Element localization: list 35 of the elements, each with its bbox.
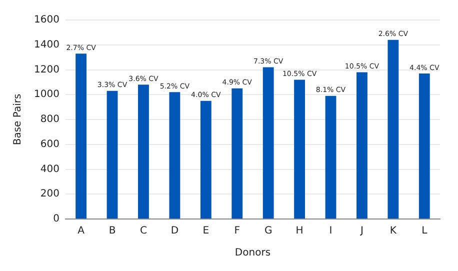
bar (356, 72, 368, 218)
bar (388, 40, 399, 218)
bar (76, 54, 87, 218)
bar (232, 88, 243, 218)
y-tick-label: 1400 (34, 39, 60, 50)
x-tick-label: C (140, 226, 147, 237)
y-tick-label: 0 (53, 214, 60, 225)
x-tick-label: E (202, 226, 210, 237)
y-tick-label: 1200 (34, 64, 60, 76)
y-axis-title: Base Pairs (12, 94, 24, 146)
x-axis-title: Donors (234, 248, 271, 259)
y-tick-label: 200 (40, 188, 60, 200)
bar (106, 90, 118, 218)
y-tick-label: 1000 (34, 89, 60, 100)
x-tick-label: A (78, 226, 85, 237)
x-tick-label: D (170, 226, 179, 237)
bar (294, 80, 306, 218)
bar (169, 92, 180, 218)
bar (138, 84, 149, 218)
bar (325, 96, 336, 218)
x-tick-label: F (234, 226, 240, 237)
bar (200, 100, 212, 218)
x-tick-label: B (108, 226, 116, 237)
x-tick-label: K (390, 226, 397, 237)
x-tick-label: H (296, 226, 304, 237)
x-tick-label: J (359, 226, 364, 237)
y-tick-label: 600 (40, 138, 60, 150)
y-tick-label: 400 (40, 164, 60, 175)
x-tick-label: G (264, 226, 272, 237)
x-tick-label: L (422, 226, 428, 237)
y-tick-label: 1600 (34, 14, 60, 26)
bar (418, 73, 430, 218)
bar (262, 67, 274, 218)
y-tick-label: 800 (40, 114, 60, 126)
x-tick-label: I (329, 226, 332, 237)
